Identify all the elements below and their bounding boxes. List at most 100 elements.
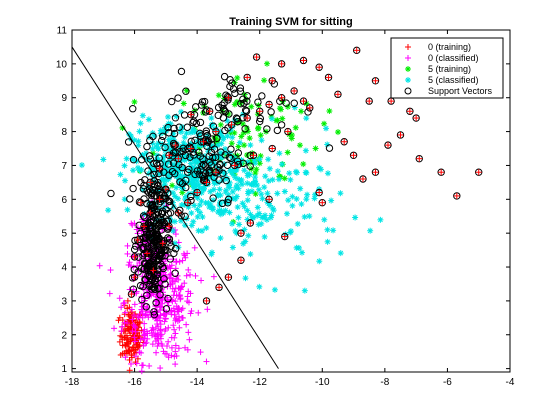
point-5-classified xyxy=(197,209,204,216)
point-support-vectors xyxy=(140,222,148,231)
point-0-classified xyxy=(145,293,152,300)
point-support-vectors xyxy=(241,125,249,133)
point-0-classified xyxy=(153,349,160,356)
point-0-classified xyxy=(124,250,131,257)
point-0-classified xyxy=(173,292,180,299)
point-5-training xyxy=(252,190,259,197)
point-5-classified xyxy=(135,138,142,145)
point-support-vectors xyxy=(281,232,289,241)
y-tick-label: 11 xyxy=(57,26,68,37)
x-tick-label: -4 xyxy=(506,377,515,388)
point-5-classified xyxy=(209,206,216,213)
point-support-vectors xyxy=(304,108,312,116)
point-0-training xyxy=(172,142,179,149)
point-5-classified xyxy=(149,145,156,152)
point-0-training xyxy=(216,284,223,291)
point-5-classified xyxy=(324,170,331,177)
point-0-classified xyxy=(167,271,174,278)
point-5-classified xyxy=(191,202,198,209)
point-support-vectors xyxy=(154,256,162,265)
point-0-classified xyxy=(195,309,202,316)
point-5-classified xyxy=(268,115,275,122)
legend-label: 0 (classified) xyxy=(428,53,479,63)
point-0-classified xyxy=(140,362,147,369)
point-5-training xyxy=(257,132,264,139)
point-support-vectors xyxy=(158,207,167,215)
point-5-classified xyxy=(264,190,271,197)
point-0-classified xyxy=(161,318,168,325)
point-support-vectors xyxy=(223,92,232,101)
point-0-classified xyxy=(182,344,189,351)
point-support-vectors xyxy=(135,221,143,230)
point-0-classified xyxy=(139,314,146,321)
point-5-classified xyxy=(121,162,128,169)
point-0-training xyxy=(237,230,244,237)
point-0-training xyxy=(131,253,138,260)
point-0-training xyxy=(225,274,232,281)
point-support-vectors xyxy=(318,198,326,207)
point-0-training xyxy=(175,155,182,162)
point-0-classified xyxy=(187,290,194,297)
decision-boundary-line xyxy=(71,46,279,369)
point-support-vectors xyxy=(144,244,152,252)
point-5-training xyxy=(228,140,235,147)
point-0-training xyxy=(372,169,379,176)
point-5-classified xyxy=(232,227,239,234)
point-support-vectors xyxy=(163,246,171,255)
point-support-vectors xyxy=(157,209,166,218)
point-5-classified xyxy=(252,174,259,181)
legend-marker xyxy=(405,44,411,50)
point-0-classified xyxy=(161,307,168,314)
point-0-classified xyxy=(162,315,169,322)
point-support-vectors xyxy=(193,188,201,197)
point-support-vectors xyxy=(152,299,160,307)
point-support-vectors xyxy=(171,245,180,253)
point-0-training xyxy=(475,169,482,176)
point-0-classified xyxy=(141,297,148,304)
point-0-classified xyxy=(170,322,177,329)
point-support-vectors xyxy=(212,168,220,176)
point-support-vectors xyxy=(268,77,276,85)
point-0-classified xyxy=(132,328,139,335)
point-support-vectors xyxy=(254,98,262,106)
point-support-vectors xyxy=(143,291,151,299)
point-support-vectors xyxy=(171,114,180,122)
point-support-vectors xyxy=(191,170,199,179)
x-tick-label: -8 xyxy=(380,377,389,388)
point-support-vectors xyxy=(164,160,173,168)
point-support-vectors xyxy=(165,235,174,243)
x-tick-label: -6 xyxy=(443,377,452,388)
point-0-training xyxy=(128,354,135,361)
point-5-classified xyxy=(316,258,323,265)
point-5-classified xyxy=(145,116,152,123)
axis-ticks: -18 -16 -14 -12 -10 -8 -6 -4 1 2 3 4 5 6 7 8 9 10 11 xyxy=(56,26,515,389)
point-0-classified xyxy=(148,332,155,339)
point-0-classified xyxy=(172,348,179,355)
point-0-classified xyxy=(182,254,189,261)
point-0-training xyxy=(203,179,210,186)
point-support-vectors xyxy=(234,149,243,157)
point-5-training xyxy=(248,103,255,110)
point-0-classified xyxy=(142,332,149,339)
point-0-training xyxy=(244,74,251,81)
point-0-classified xyxy=(142,340,149,347)
point-5-classified xyxy=(296,244,303,251)
point-0-training xyxy=(165,223,172,230)
point-5-classified xyxy=(262,212,269,219)
point-support-vectors xyxy=(223,161,232,169)
point-0-classified xyxy=(107,267,114,274)
point-support-vectors xyxy=(299,56,308,65)
point-support-vectors xyxy=(150,310,159,319)
point-0-classified xyxy=(141,320,148,327)
point-support-vectors xyxy=(215,283,223,292)
y-tick-label: 10 xyxy=(56,59,68,70)
point-0-classified xyxy=(181,280,188,287)
point-0-classified xyxy=(174,318,181,325)
point-0-classified xyxy=(160,348,167,355)
point-0-classified xyxy=(156,315,163,322)
point-5-training xyxy=(246,135,253,142)
point-0-classified xyxy=(185,329,192,336)
point-5-training xyxy=(284,103,291,110)
point-5-training xyxy=(215,92,222,99)
point-support-vectors xyxy=(334,90,342,99)
